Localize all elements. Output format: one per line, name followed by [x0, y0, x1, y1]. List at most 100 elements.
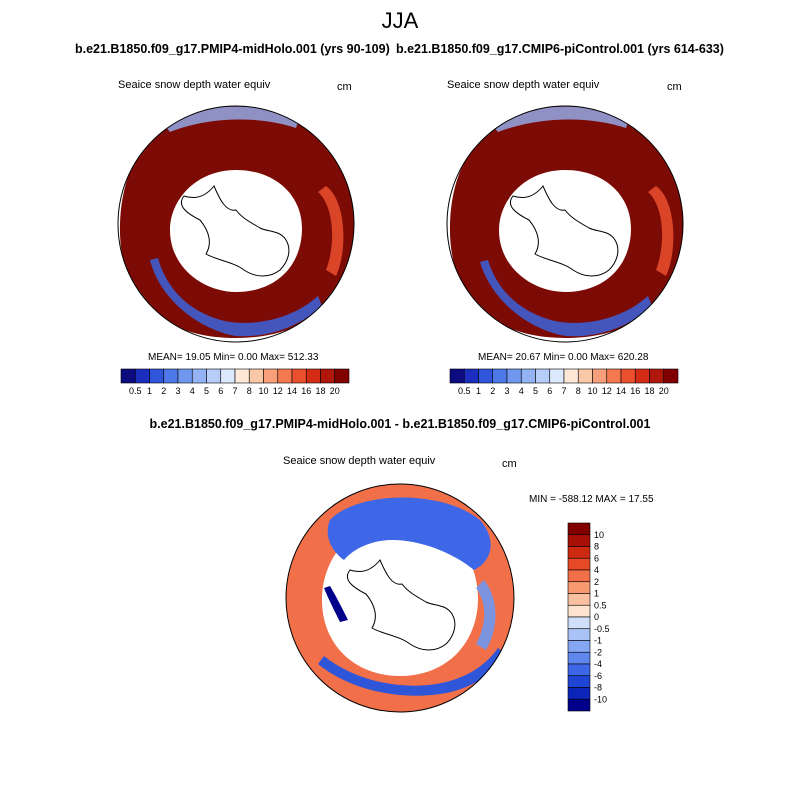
panel-3-colorbar-tick-label: -6: [594, 671, 602, 681]
panel-2-variable: Seaice snow depth water equiv: [447, 79, 600, 91]
panel-3-colorbar-swatch: [567, 522, 591, 536]
panel-2-colorbar: 0.5 1 2 3 4 5 6 7 8 10 12 14 16 18 20: [449, 368, 679, 396]
panel-1-colorbar-tick-label: 3: [175, 386, 180, 396]
panel-3-colorbar-swatch: [567, 557, 591, 571]
panel-1-colorbar-tick-label: 5: [204, 386, 209, 396]
panel-1-colorbar-swatch: [206, 368, 222, 384]
panel-2-colorbar-tick-label: 16: [630, 386, 640, 396]
panel-3-stats: MIN = -588.12 MAX = 17.55: [529, 494, 654, 505]
panel-2-colorbar-swatch: [634, 368, 650, 384]
panel-2-colorbar-swatch: [549, 368, 565, 384]
panel-2-map: [446, 105, 684, 343]
panel-2-colorbar-tick-label: 2: [490, 386, 495, 396]
panel-3-colorbar-tick-label: 0.5: [594, 600, 607, 610]
panel-3-colorbar-swatch: [567, 651, 591, 665]
panel-3-colorbar-swatch: [567, 628, 591, 641]
panel-2-colorbar-swatch: [506, 368, 522, 384]
panel-1-colorbar-tick-label: 2: [161, 386, 166, 396]
panel-1-colorbar-swatch: [305, 368, 321, 384]
panel-3-colorbar-swatch: [567, 534, 591, 547]
panel-1-colorbar-swatch: [277, 368, 293, 384]
panel-2-colorbar-tick-label: 18: [644, 386, 654, 396]
panel-2-colorbar-tick-label: 4: [519, 386, 524, 396]
panel-1-antarctica: [180, 185, 290, 277]
panel-3-colorbar-tick-label: -1: [594, 636, 602, 646]
panel-1-colorbar-tick-label: 7: [232, 386, 237, 396]
panel-3-colorbar-tick-label: -10: [594, 694, 607, 704]
panel-2-colorbar-swatch: [563, 368, 579, 384]
panel-3-colorbar-tick-label: 8: [594, 542, 599, 552]
panel-1-colorbar-swatch: [248, 368, 264, 384]
panel-2-colorbar-swatch: [649, 368, 665, 384]
panel-1-colorbar-tick-label: 6: [218, 386, 223, 396]
panel-2-east-orange: [648, 186, 674, 276]
panel-2-colorbar-swatch: [606, 368, 622, 384]
panel-3-colorbar-swatch: [567, 640, 591, 653]
panel-3-colorbar-swatch: [567, 663, 591, 677]
panel-1-colorbar-swatch: [334, 368, 350, 384]
panel-3-colorbar-tick-label: -0.5: [594, 624, 610, 634]
panel-1-colorbar-swatch: [191, 368, 207, 384]
panel-1-colorbar-tick-label: 4: [190, 386, 195, 396]
panel-2-subtitle: b.e21.B1850.f09_g17.CMIP6-piControl.001 …: [396, 42, 724, 56]
panel-2-colorbar-tick-label: 1: [476, 386, 481, 396]
panel-3-antarctica: [346, 559, 456, 651]
panel-2-seaice-ring: [449, 106, 683, 338]
panel-2-map-border: [446, 105, 684, 343]
panel-2-colorbar-tick-label: 0.5: [458, 386, 471, 396]
panel-1-colorbar-swatch: [177, 368, 193, 384]
panel-2-colorbar-tick-label: 20: [659, 386, 669, 396]
panel-1-colorbar-tick-label: 18: [315, 386, 325, 396]
panel-1-map-border: [117, 105, 355, 343]
panel-3-colorbar-tick-label: 4: [594, 565, 599, 575]
figure-title: JJA: [381, 8, 419, 33]
panel-3-colorbar-swatch: [567, 569, 591, 583]
panel-3-colorbar-swatch: [567, 593, 591, 606]
panel-3-colorbar-tick-label: -8: [594, 683, 602, 693]
panel-1-colorbar-tick-label: 20: [330, 386, 340, 396]
panel-3-colorbar-swatch: [567, 698, 591, 712]
panel-3-south-blue: [318, 648, 506, 696]
panel-2-colorbar-swatch: [478, 368, 494, 384]
panel-2-colorbar-tick-label: 6: [547, 386, 552, 396]
panel-2-colorbar-tick-label: 7: [561, 386, 566, 396]
panel-2-colorbar-tick-label: 14: [616, 386, 626, 396]
panel-1-variable: Seaice snow depth water equiv: [118, 79, 271, 91]
panel-2-colorbar-swatch: [492, 368, 508, 384]
panel-2-units: cm: [667, 81, 682, 93]
panel-1-colorbar-tick-label: 1: [147, 386, 152, 396]
panel-3-colorbar: 10 86 4 2 10.5 0 -0.5 -1-2 -4 -6 -8-10: [567, 522, 610, 712]
panel-3-map: [285, 483, 515, 713]
panel-3-west-dark: [324, 586, 348, 622]
panel-1-colorbar-tick-label: 14: [287, 386, 297, 396]
panel-1-map: [117, 105, 355, 343]
panel-1-colorbar-swatch: [320, 368, 336, 384]
panel-3-colorbar-swatch: [567, 616, 591, 630]
panel-2-outer-blue: [480, 260, 652, 337]
panel-1-colorbar-tick-label: 8: [247, 386, 252, 396]
panel-3-north-blue: [327, 497, 491, 570]
panel-2-colorbar-swatch: [592, 368, 608, 384]
panel-1-colorbar-swatch: [220, 368, 236, 384]
panel-1-east-orange: [318, 186, 344, 276]
panel-3-colorbar-tick-label: 2: [594, 577, 599, 587]
panel-1-colorbar-swatch: [120, 368, 136, 384]
panel-3-subtitle: b.e21.B1850.f09_g17.PMIP4-midHolo.001 - …: [149, 417, 651, 431]
panel-2-colorbar-swatch: [620, 368, 636, 384]
panel-1-colorbar-tick-label: 16: [301, 386, 311, 396]
panel-1-colorbar-swatch: [149, 368, 165, 384]
panel-3-colorbar-swatch: [567, 581, 591, 594]
panel-2-colorbar-swatch: [520, 368, 536, 384]
panel-3-map-border: [285, 483, 515, 713]
panel-2-colorbar-tick-label: 5: [533, 386, 538, 396]
panel-3-east-blue: [476, 580, 496, 650]
panel-2-colorbar-tick-label: 12: [602, 386, 612, 396]
panel-3-colorbar-tick-label: -4: [594, 659, 602, 669]
panel-1-units: cm: [337, 81, 352, 93]
panel-2-colorbar-swatch: [663, 368, 679, 384]
panel-1-seaice-ring: [119, 106, 354, 338]
panel-2-colorbar-swatch: [463, 368, 479, 384]
panel-2-colorbar-swatch: [449, 368, 465, 384]
panel-2-colorbar-swatch: [535, 368, 551, 384]
